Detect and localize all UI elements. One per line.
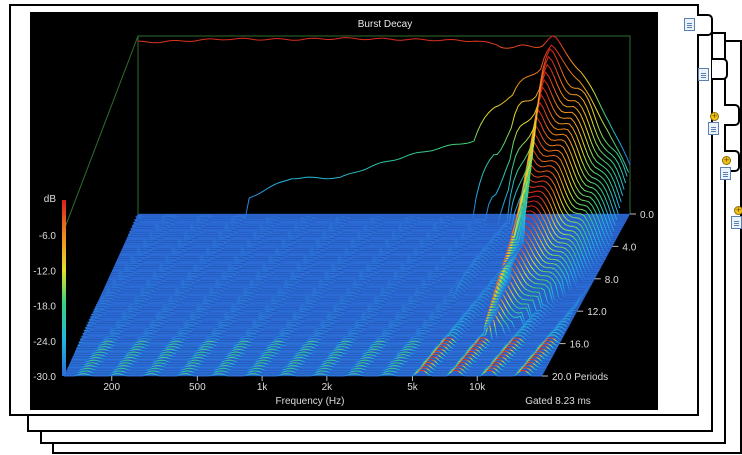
y-tick-label: -18.0	[33, 302, 56, 313]
decay-slice	[89, 277, 573, 320]
x-tick-label: 500	[189, 382, 206, 393]
decay-slice	[70, 356, 550, 363]
decay-slice	[71, 353, 551, 361]
burst-decay-chart: Burst Decay dB -6.0 -12.0 -18.0 -24.0 -30.0 20…	[30, 12, 658, 410]
tab-4[interactable]	[724, 150, 740, 172]
decay-slice	[95, 253, 581, 307]
decay-slice	[91, 272, 575, 318]
decay-slice	[109, 200, 597, 277]
db-axis-label: dB	[44, 194, 57, 205]
document-icon[interactable]	[684, 18, 695, 31]
document-icon[interactable]	[698, 68, 709, 81]
x-tick-label: 200	[103, 382, 120, 393]
x-tick-label: 1k	[257, 382, 269, 393]
decay-slice	[100, 234, 587, 296]
y-tick-label: -6.0	[39, 231, 57, 242]
decay-slice	[92, 267, 576, 315]
x-tick-label: 5k	[407, 382, 419, 393]
y-tick-label: -24.0	[33, 337, 56, 348]
y-tick-label: -12.0	[33, 266, 56, 277]
decay-slice	[83, 303, 566, 334]
tab-2[interactable]	[712, 58, 728, 80]
decay-slice	[73, 347, 554, 355]
decay-slice	[132, 63, 625, 226]
z-tick-label: 0.0	[640, 210, 654, 221]
x-tick-label: 10k	[469, 382, 486, 393]
chart-title: Burst Decay	[358, 19, 412, 30]
decay-slice	[76, 342, 557, 350]
tab-1[interactable]	[697, 14, 713, 36]
decay-slice	[110, 195, 598, 274]
decay-slice	[72, 350, 553, 358]
decay-slice	[66, 364, 545, 372]
document-icon[interactable]	[720, 167, 731, 180]
x-tick-label: 2k	[322, 382, 334, 393]
tab-3[interactable]	[724, 104, 740, 126]
decay-slice	[87, 287, 571, 326]
decay-slice	[74, 345, 556, 353]
document-icon[interactable]	[731, 216, 742, 229]
gating-note: Gated 8.23 ms	[525, 396, 591, 407]
decay-slice	[79, 320, 562, 342]
decay-slice	[67, 361, 547, 369]
decay-slice	[129, 86, 621, 234]
decay-slice	[88, 282, 572, 323]
badge-icon: +	[710, 112, 719, 121]
y-tick-label: -30.0	[33, 372, 56, 383]
decay-slice	[77, 339, 559, 347]
decay-slice	[64, 369, 542, 377]
badge-icon: +	[734, 206, 742, 215]
badge-icon: +	[722, 156, 731, 165]
decay-slice	[68, 358, 548, 366]
decay-slice	[135, 48, 628, 220]
z-tick-label: 16.0	[570, 340, 590, 351]
decay-slice	[137, 35, 631, 166]
decay-slice	[102, 229, 588, 293]
decay-slice	[97, 248, 582, 304]
chart-svg: Burst Decay dB -6.0 -12.0 -18.0 -24.0 -30.0 20…	[33, 19, 654, 407]
decay-slice	[65, 366, 544, 374]
decay-slice	[136, 44, 629, 218]
decay-slice	[78, 337, 560, 345]
decay-slice	[86, 292, 569, 328]
side-wall-edge	[63, 35, 139, 231]
z-tick-label: 8.0	[605, 275, 619, 286]
decay-slice	[98, 244, 584, 301]
z-tick-label: 4.0	[622, 242, 636, 253]
colorbar	[62, 200, 66, 376]
decay-slice	[134, 55, 627, 223]
decay-slice	[84, 298, 568, 331]
x-axis-label: Frequency (Hz)	[276, 396, 345, 407]
back-wall-frame	[137, 35, 631, 214]
decay-slice	[93, 263, 578, 312]
decay-slice	[131, 71, 624, 228]
z-tick-label: 20.0 Periods	[552, 372, 608, 383]
z-tick-label: 12.0	[587, 307, 607, 318]
document-icon[interactable]	[708, 122, 719, 135]
